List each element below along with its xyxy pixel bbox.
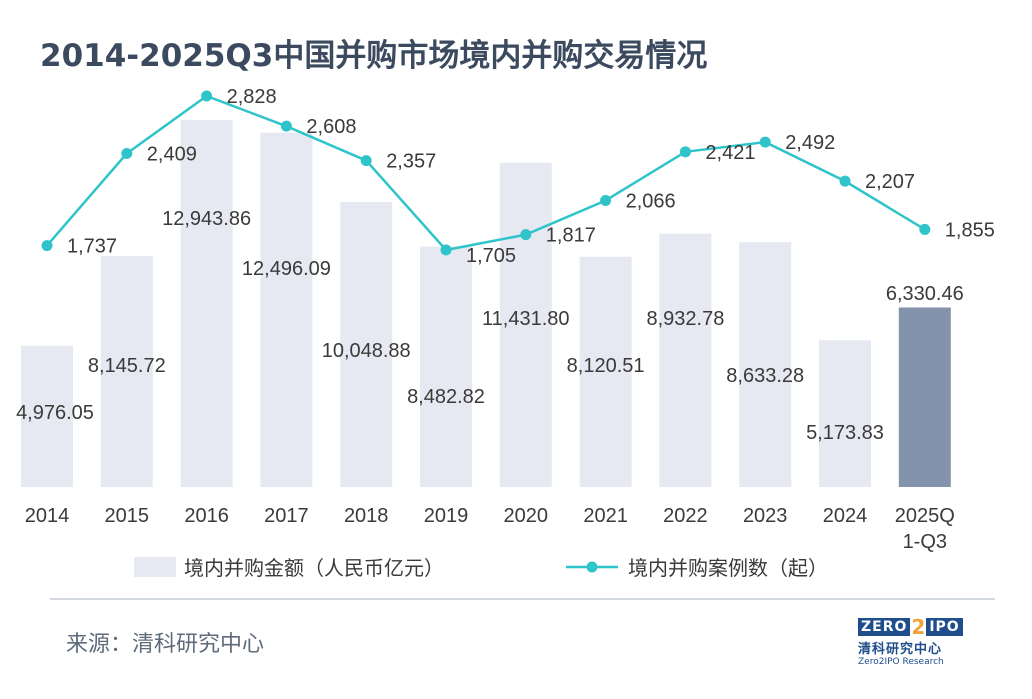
bar-value-label-3: 12,496.09 xyxy=(242,258,331,280)
line-point-11 xyxy=(919,223,931,235)
bar-11 xyxy=(898,307,951,487)
bar-value-label-0: 4,976.05 xyxy=(16,402,94,424)
line-value-label-9: 2,492 xyxy=(785,132,835,154)
line-value-label-11: 1,855 xyxy=(945,219,995,241)
line-point-8 xyxy=(679,146,691,158)
bar-value-label-10: 5,173.83 xyxy=(806,422,884,444)
x-tick-label-6: 2020 xyxy=(504,505,549,527)
line-value-label-7: 2,066 xyxy=(626,190,676,212)
bar-value-label-7: 8,120.51 xyxy=(567,355,645,377)
line-point-0 xyxy=(41,240,53,252)
line-value-label-5: 1,705 xyxy=(466,245,516,267)
x-tick-label-11-line2: 1-Q3 xyxy=(903,531,947,553)
bar-value-label-8: 8,932.78 xyxy=(646,308,724,330)
line-value-label-10: 2,207 xyxy=(865,171,915,193)
bar-value-label-2: 12,943.86 xyxy=(162,208,251,230)
bar-9 xyxy=(739,242,792,487)
line-value-label-0: 1,737 xyxy=(67,236,117,258)
line-point-4 xyxy=(360,155,372,167)
line-value-label-6: 1,817 xyxy=(546,225,596,247)
line-point-7 xyxy=(600,194,612,206)
logo-two: 2 xyxy=(911,615,926,639)
bar-5 xyxy=(420,246,472,487)
bar-10 xyxy=(819,340,871,487)
line-point-9 xyxy=(759,136,771,148)
logo-wordmark: ZERO 2 IPO xyxy=(858,615,963,639)
bar-value-label-1: 8,145.72 xyxy=(88,355,166,377)
bar-value-label-4: 10,048.88 xyxy=(322,340,411,362)
chart-title: 2014-2025Q3中国并购市场境内并购交易情况 xyxy=(40,38,708,74)
legend-bar-label: 境内并购金额（人民币亿元） xyxy=(184,557,444,580)
x-tick-label-4: 2018 xyxy=(344,505,389,527)
logo-english-name: Zero2IPO Research xyxy=(858,657,944,667)
line-value-label-4: 2,357 xyxy=(386,151,436,173)
bar-3 xyxy=(260,132,313,487)
bar-value-label-9: 8,633.28 xyxy=(726,365,804,387)
x-tick-label-7: 2021 xyxy=(583,505,628,527)
line-point-1 xyxy=(121,147,133,159)
legend-bar-swatch xyxy=(134,557,176,577)
x-tick-label-10: 2024 xyxy=(823,505,868,527)
source-note: 来源：清科研究中心 xyxy=(66,632,265,657)
divider xyxy=(50,598,995,600)
bar-0 xyxy=(21,345,73,487)
x-tick-label-1: 2015 xyxy=(105,505,150,527)
line-value-label-3: 2,608 xyxy=(306,116,356,138)
line-point-3 xyxy=(280,120,292,132)
x-tick-label-3: 2017 xyxy=(264,505,309,527)
line-point-6 xyxy=(520,229,532,241)
line-value-label-2: 2,828 xyxy=(227,86,277,108)
legend-line-label: 境内并购案例数（起） xyxy=(628,557,828,580)
x-tick-label-8: 2022 xyxy=(663,505,708,527)
line-value-label-1: 2,409 xyxy=(147,143,197,165)
bar-value-label-6: 11,431.80 xyxy=(482,308,570,330)
zero2ipo-logo: ZERO 2 IPO 清科研究中心 Zero2IPO Research xyxy=(858,615,963,672)
bar-7 xyxy=(579,256,632,487)
x-tick-label-5: 2019 xyxy=(424,505,469,527)
line-point-2 xyxy=(201,90,213,102)
bar-2 xyxy=(180,119,233,488)
x-tick-label-2: 2016 xyxy=(184,505,229,527)
bar-value-label-11: 6,330.46 xyxy=(886,283,964,305)
bar-6 xyxy=(499,162,552,487)
bar-4 xyxy=(340,202,393,487)
x-tick-label-9: 2023 xyxy=(743,505,788,527)
legend-line-marker xyxy=(586,561,598,573)
x-tick-label-0: 2014 xyxy=(25,505,70,527)
logo-chinese-name: 清科研究中心 xyxy=(858,642,943,657)
line-point-5 xyxy=(440,244,452,256)
x-tick-label-11: 2025Q xyxy=(895,505,955,527)
line-point-10 xyxy=(839,175,851,187)
logo-ipo: IPO xyxy=(926,618,963,636)
bar-value-label-5: 8,482.82 xyxy=(407,386,485,408)
logo-zero: ZERO xyxy=(858,618,911,636)
line-count-series xyxy=(46,94,926,252)
bar-1 xyxy=(100,256,153,487)
line-value-label-8: 2,421 xyxy=(705,142,755,164)
bar-8 xyxy=(659,233,712,487)
